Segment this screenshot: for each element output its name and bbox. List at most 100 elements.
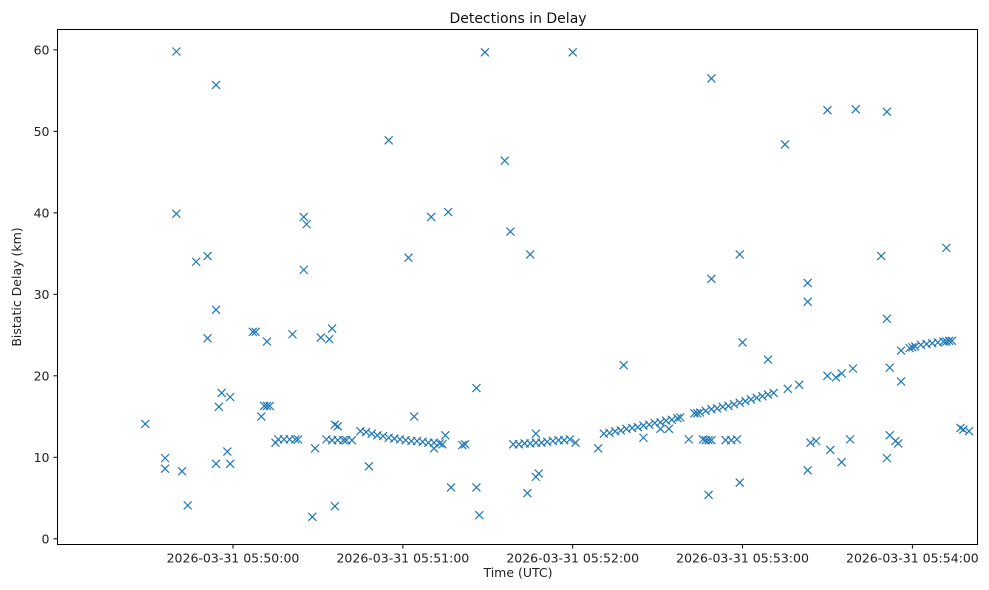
data-point-x-marker [667, 415, 677, 425]
y-tick-label: 40 [34, 205, 50, 220]
data-point-x-marker [460, 439, 470, 449]
data-point-x-marker [171, 47, 181, 56]
data-point-x-marker [763, 355, 773, 364]
data-point-x-marker [848, 364, 858, 373]
data-point-x-marker [333, 421, 343, 431]
data-point-x-marker [882, 107, 892, 117]
data-point-x-marker [956, 423, 965, 433]
data-point-x-marker [701, 406, 711, 416]
data-point-x-marker [729, 399, 739, 409]
data-point-x-marker [140, 419, 150, 429]
data-point-x-marker [361, 427, 371, 437]
x-tick-label: 2026-03-31 05:50:00 [167, 551, 300, 566]
data-point-x-marker [367, 429, 377, 439]
data-point-x-marker [474, 510, 484, 520]
data-point-x-marker [752, 393, 762, 403]
data-point-x-marker [571, 438, 580, 448]
data-point-x-marker [876, 251, 886, 261]
data-point-x-marker [211, 305, 221, 315]
data-point-x-marker [823, 371, 832, 381]
data-point-x-marker [769, 388, 779, 398]
data-point-x-marker [565, 434, 575, 444]
y-tick-label: 0 [42, 531, 50, 546]
data-point-x-marker [160, 464, 170, 474]
data-point-x-marker [290, 434, 300, 444]
data-point-x-marker [531, 429, 541, 439]
data-point-x-marker [639, 433, 648, 443]
data-point-x-marker [338, 435, 348, 445]
data-point-x-marker [738, 337, 747, 347]
data-point-x-marker [299, 265, 309, 275]
data-point-x-marker [845, 434, 855, 444]
data-point-x-marker [893, 439, 903, 448]
data-point-x-marker [404, 253, 413, 263]
data-point-x-marker [706, 73, 716, 83]
data-point-x-marker [214, 402, 224, 412]
data-point-x-marker [409, 412, 419, 421]
data-point-x-marker [446, 483, 456, 492]
data-point-x-marker [605, 428, 614, 438]
data-point-x-marker [896, 377, 906, 386]
data-point-x-marker [327, 324, 337, 333]
data-point-x-marker [905, 343, 914, 353]
data-point-x-marker [837, 457, 847, 467]
data-point-x-marker [757, 391, 767, 401]
data-point-x-marker [330, 501, 340, 511]
data-point-x-marker [593, 443, 603, 453]
data-point-x-marker [211, 459, 221, 469]
y-axis: 0 10 20 30 40 50 60 [34, 42, 58, 546]
data-point-x-marker [735, 398, 745, 408]
data-point-x-marker [435, 439, 445, 448]
data-point-x-marker [896, 346, 906, 355]
data-point-x-marker [522, 488, 532, 498]
data-point-x-marker [644, 420, 654, 430]
x-tick-label: 2026-03-31 05:53:00 [676, 551, 809, 566]
data-point-x-marker [803, 278, 813, 288]
data-point-x-marker [684, 434, 694, 444]
data-point-x-marker [443, 207, 453, 217]
data-point-x-marker [316, 333, 326, 342]
data-point-x-marker [706, 274, 716, 284]
y-tick-label: 60 [34, 42, 50, 57]
data-point-x-marker [256, 412, 266, 421]
data-point-x-marker [947, 336, 957, 346]
data-point-x-marker [763, 390, 773, 399]
data-point-x-marker [310, 443, 320, 453]
data-point-x-marker [616, 425, 626, 435]
data-point-x-marker [378, 431, 388, 441]
data-point-x-marker [704, 435, 714, 445]
plot-area [57, 29, 978, 545]
data-points [140, 47, 974, 522]
data-point-x-marker [656, 424, 665, 434]
data-point-x-marker [330, 420, 340, 430]
x-tick-label: 2026-03-31 05:51:00 [336, 551, 469, 566]
data-point-x-marker [910, 342, 920, 351]
data-point-x-marker [299, 212, 309, 222]
data-point-x-marker [723, 401, 733, 411]
data-point-x-marker [248, 327, 258, 337]
data-point-x-marker [302, 219, 312, 229]
x-tick-label: 2026-03-31 05:54:00 [846, 551, 979, 566]
data-point-x-marker [806, 438, 815, 448]
y-tick-label: 10 [34, 450, 50, 465]
data-point-x-marker [619, 360, 629, 370]
x-axis-title: Time (UTC) [482, 565, 552, 580]
data-point-x-marker [225, 392, 235, 402]
data-point-x-marker [217, 388, 227, 398]
data-point-x-marker [288, 329, 297, 339]
chart-title: Detections in Delay [449, 11, 586, 27]
x-tick-label: 2026-03-31 05:52:00 [506, 551, 639, 566]
data-point-x-marker [704, 490, 714, 500]
data-point-x-marker [171, 209, 181, 219]
y-tick-label: 20 [34, 368, 50, 383]
data-point-x-marker [803, 465, 813, 475]
data-point-x-marker [472, 483, 481, 492]
data-point-x-marker [262, 401, 272, 411]
y-tick-label: 30 [34, 287, 50, 302]
data-point-x-marker [831, 373, 841, 382]
data-point-x-marker [673, 413, 682, 423]
data-point-x-marker [225, 459, 235, 469]
data-point-x-marker [534, 469, 544, 479]
data-point-x-marker [656, 417, 665, 427]
